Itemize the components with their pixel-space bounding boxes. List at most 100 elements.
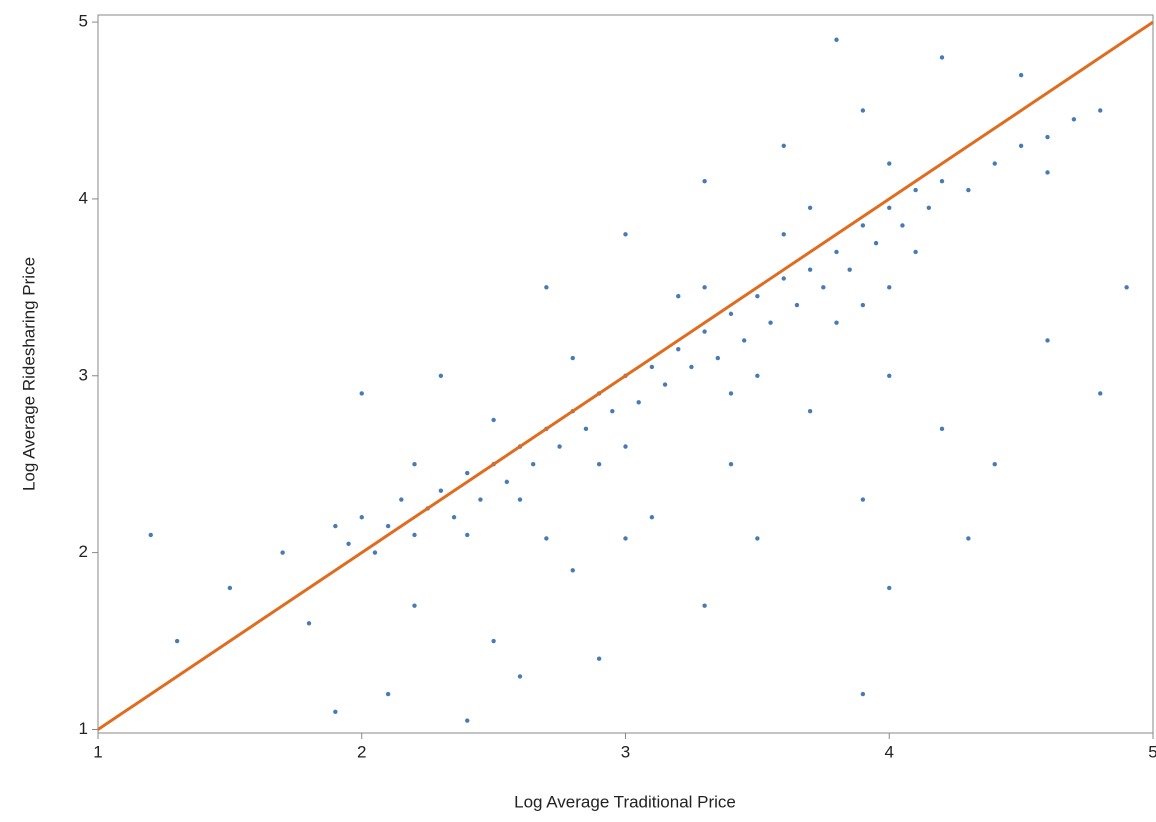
scatter-point xyxy=(557,444,562,449)
scatter-point xyxy=(544,536,549,541)
x-axis-label: Log Average Traditional Price xyxy=(514,792,736,811)
scatter-point xyxy=(280,550,285,555)
scatter-point xyxy=(728,461,734,467)
scatter-point xyxy=(1071,117,1077,122)
scatter-point xyxy=(412,603,417,608)
scatter-point xyxy=(570,355,575,361)
x-tick-label: 2 xyxy=(357,742,366,761)
scatter-point xyxy=(570,568,575,573)
scatter-point xyxy=(860,302,866,308)
scatter-point xyxy=(966,536,971,541)
scatter-point xyxy=(1045,134,1050,140)
scatter-point xyxy=(715,355,721,361)
scatter-point xyxy=(755,536,760,541)
scatter-point xyxy=(412,461,417,467)
scatter-point xyxy=(834,320,839,325)
scatter-point xyxy=(834,37,839,42)
scatter-point xyxy=(860,108,866,113)
scatter-point xyxy=(504,479,510,485)
scatter-point xyxy=(702,285,707,290)
scatter-point xyxy=(359,515,364,520)
scatter-point xyxy=(781,143,786,149)
scatter-point xyxy=(755,293,760,299)
scatter-point xyxy=(781,232,786,237)
scatter-point xyxy=(676,347,681,352)
scatter-point xyxy=(530,461,536,467)
scatter-point xyxy=(491,638,496,644)
scatter-point xyxy=(834,249,839,255)
scatter-point xyxy=(1045,338,1050,343)
scatter-point xyxy=(939,55,945,60)
scatter-point xyxy=(1124,285,1129,290)
scatter-point xyxy=(728,391,734,396)
scatter-point xyxy=(1098,391,1103,396)
scatter-point xyxy=(847,267,852,272)
scatter-point xyxy=(768,320,773,325)
scatter-point xyxy=(821,285,826,290)
scatter-point xyxy=(623,444,628,449)
scatter-point xyxy=(676,293,681,299)
scatter-point xyxy=(873,240,879,246)
scatter-point xyxy=(306,621,312,626)
x-tick-label: 4 xyxy=(885,742,894,761)
scatter-point xyxy=(385,523,391,529)
scatter-point xyxy=(887,161,892,166)
y-axis-label: Log Average Ridesharing Price xyxy=(19,257,38,491)
scatter-point xyxy=(465,470,470,476)
scatter-point xyxy=(662,382,668,387)
y-tick-label: 3 xyxy=(79,365,88,384)
scatter-point xyxy=(913,187,918,193)
y-tick-label: 5 xyxy=(79,12,88,31)
scatter-point xyxy=(887,285,892,290)
scatter-point xyxy=(623,536,628,541)
scatter-point xyxy=(860,223,866,228)
scatter-point xyxy=(807,408,813,414)
scatter-point xyxy=(689,364,694,370)
x-tick-label: 5 xyxy=(1148,742,1156,761)
scatter-point xyxy=(1018,72,1024,78)
scatter-point xyxy=(966,187,971,193)
scatter-point xyxy=(1045,170,1050,175)
scatter-point xyxy=(517,674,523,679)
scatter-point xyxy=(596,656,602,661)
scatter-point xyxy=(333,709,338,714)
y-tick-label: 1 xyxy=(79,719,88,738)
scatter-point xyxy=(887,205,892,210)
scatter-point xyxy=(412,532,417,538)
scatter-point xyxy=(544,285,549,290)
scatter-point xyxy=(636,400,641,405)
scatter-point xyxy=(623,232,628,237)
scatter-point xyxy=(438,488,444,493)
scatter-point xyxy=(517,497,523,502)
scatter-point xyxy=(755,373,760,378)
scatter-point xyxy=(438,373,444,378)
scatter-point xyxy=(465,718,470,723)
x-tick-label: 1 xyxy=(93,742,102,761)
scatter-point xyxy=(491,417,496,423)
scatter-point xyxy=(359,391,364,396)
scatter-point xyxy=(887,585,892,591)
scatter-point xyxy=(148,532,153,538)
scatter-point xyxy=(992,161,997,166)
scatter-point xyxy=(478,497,483,502)
scatter-point xyxy=(741,338,747,343)
scatter-point xyxy=(900,223,905,228)
scatter-point xyxy=(174,638,180,644)
scatter-point xyxy=(702,603,707,608)
scatter-point xyxy=(939,426,945,432)
scatter-point xyxy=(992,461,997,467)
scatter-point xyxy=(781,276,786,281)
scatter-point xyxy=(596,461,602,467)
scatter-point xyxy=(649,515,655,520)
scatter-point xyxy=(702,329,707,334)
y-tick-label: 4 xyxy=(79,188,88,207)
scatter-point xyxy=(807,267,813,272)
scatter-point xyxy=(346,541,351,546)
scatter-point xyxy=(649,364,655,370)
scatter-point xyxy=(1018,143,1024,149)
scatter-point xyxy=(610,408,615,414)
scatter-point xyxy=(227,585,233,591)
scatter-point xyxy=(794,302,800,308)
scatter-point xyxy=(385,691,391,697)
